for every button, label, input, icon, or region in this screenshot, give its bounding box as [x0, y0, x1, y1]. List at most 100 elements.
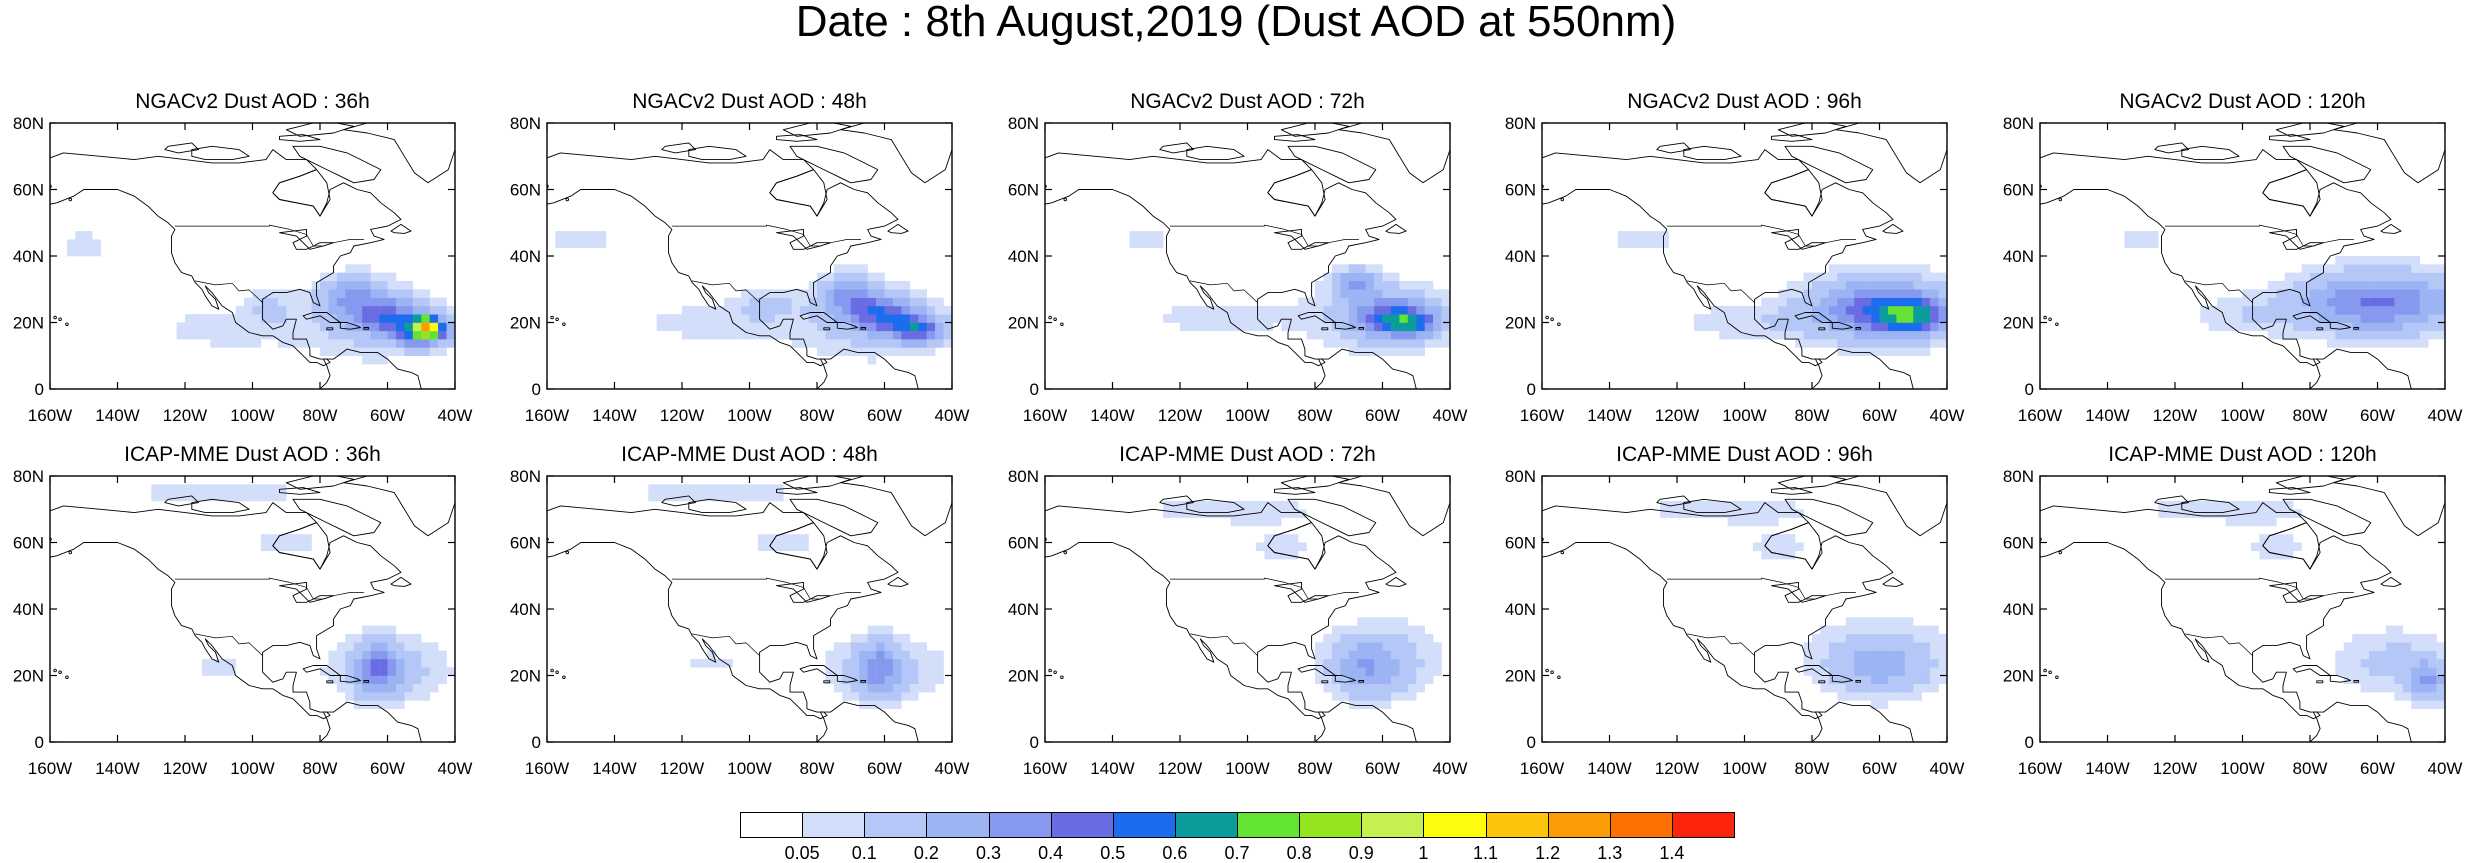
aod-cell [2335, 667, 2344, 676]
aod-cell [1399, 347, 1409, 356]
aod-cell [1913, 633, 1922, 643]
panel-title: NGACv2 Dust AOD : 48h [632, 90, 867, 113]
aod-cell [336, 289, 346, 298]
aod-cell [1424, 297, 1434, 307]
aod-cell [336, 314, 346, 323]
aod-cell [1340, 264, 1349, 273]
aod-cell [808, 297, 818, 307]
aod-cell [673, 492, 683, 502]
aod-cell [749, 492, 759, 502]
aod-cell [2402, 633, 2412, 643]
aod-cell [1702, 500, 1711, 510]
aod-cell [850, 692, 860, 701]
aod-cell [2250, 509, 2260, 518]
aod-cell [741, 305, 750, 315]
aod-cell [193, 322, 203, 332]
aod-cell [2318, 297, 2328, 307]
aod-cell [421, 297, 430, 307]
aod-cell [715, 322, 725, 332]
aod-cell [884, 314, 894, 323]
x-tick-label: 100W [1225, 406, 1269, 425]
aod-field [151, 484, 455, 709]
aod-cell [842, 692, 851, 701]
aod-cell [1247, 305, 1257, 315]
aod-cell [2436, 305, 2445, 315]
aod-cell [370, 700, 380, 709]
aod-cell [379, 322, 388, 332]
ellesmere-island-coast [285, 476, 355, 490]
aod-cell [1222, 305, 1231, 315]
aod-cell [1651, 239, 1661, 248]
puerto-rico-coast [2353, 680, 2360, 683]
aod-cell [1298, 305, 1307, 315]
aod-cell [404, 658, 414, 668]
aod-cell [1887, 330, 1897, 340]
aod-cell [842, 322, 851, 332]
aod-cell [311, 289, 321, 298]
aod-cell [2352, 658, 2361, 668]
aod-cell [362, 305, 371, 315]
aod-cell [1921, 322, 1931, 332]
aod-cell [2385, 280, 2395, 290]
aod-cell [1921, 330, 1931, 340]
aod-cell [563, 231, 573, 240]
aod-cell [1761, 297, 1771, 307]
aod-cell [1812, 633, 1821, 643]
aod-cell [404, 305, 414, 315]
aod-cell [260, 305, 270, 315]
aod-cell [867, 272, 877, 282]
aod-cell [2250, 542, 2260, 552]
cuba-coast [302, 665, 341, 676]
aod-cell [370, 297, 380, 307]
aod-cell [412, 305, 422, 315]
aod-cell [1710, 500, 1720, 510]
aod-cell [2402, 339, 2412, 348]
aod-cell [1357, 322, 1366, 332]
aod-cell [1348, 642, 1358, 651]
aod-cell [2394, 297, 2404, 307]
x-tick-label: 40W [1433, 406, 1468, 425]
aod-cell [1348, 264, 1358, 273]
y-tick-label: 80N [2003, 114, 2034, 133]
aod-cell [2318, 314, 2328, 323]
aod-cell [2267, 305, 2277, 315]
aod-cell [1306, 305, 1316, 315]
aod-cell [1896, 339, 1906, 348]
aod-cell [353, 667, 363, 676]
aod-cell [1786, 289, 1796, 298]
aod-cell [1828, 650, 1838, 660]
aod-cell [2183, 500, 2193, 510]
aod-cell [201, 667, 211, 676]
aod-cell [1845, 625, 1855, 635]
aod-cell [421, 330, 430, 340]
aod-cell [1382, 675, 1392, 685]
aod-cell [1441, 314, 1450, 323]
aod-cell [1887, 675, 1897, 685]
aod-cell [1357, 675, 1366, 685]
aod-cell [1416, 683, 1425, 693]
aod-cell [2293, 272, 2302, 282]
aod-cell [379, 642, 388, 651]
aod-cell [1812, 272, 1821, 282]
aod-cell [168, 484, 177, 493]
aod-field [1163, 500, 1442, 709]
aod-cell [1904, 692, 1914, 701]
aod-cell [210, 667, 219, 676]
aod-cell [269, 289, 279, 298]
aod-cell [1837, 305, 1846, 315]
aod-cell [850, 339, 860, 348]
hispaniola-coast [339, 675, 361, 683]
aod-cell [1660, 509, 1669, 518]
aod-cell [1433, 658, 1442, 668]
aod-cell [842, 658, 851, 668]
aod-cell [2352, 314, 2361, 323]
aod-cell [353, 314, 363, 323]
aod-cell [1323, 280, 1333, 290]
aod-cell [1668, 509, 1678, 518]
aod-cell [707, 650, 716, 660]
devon-island-coast [1771, 134, 1813, 142]
aod-cell [2259, 297, 2269, 307]
ellesmere-island-coast [782, 476, 852, 490]
aod-cell [2369, 314, 2378, 323]
aod-cell [370, 272, 380, 282]
